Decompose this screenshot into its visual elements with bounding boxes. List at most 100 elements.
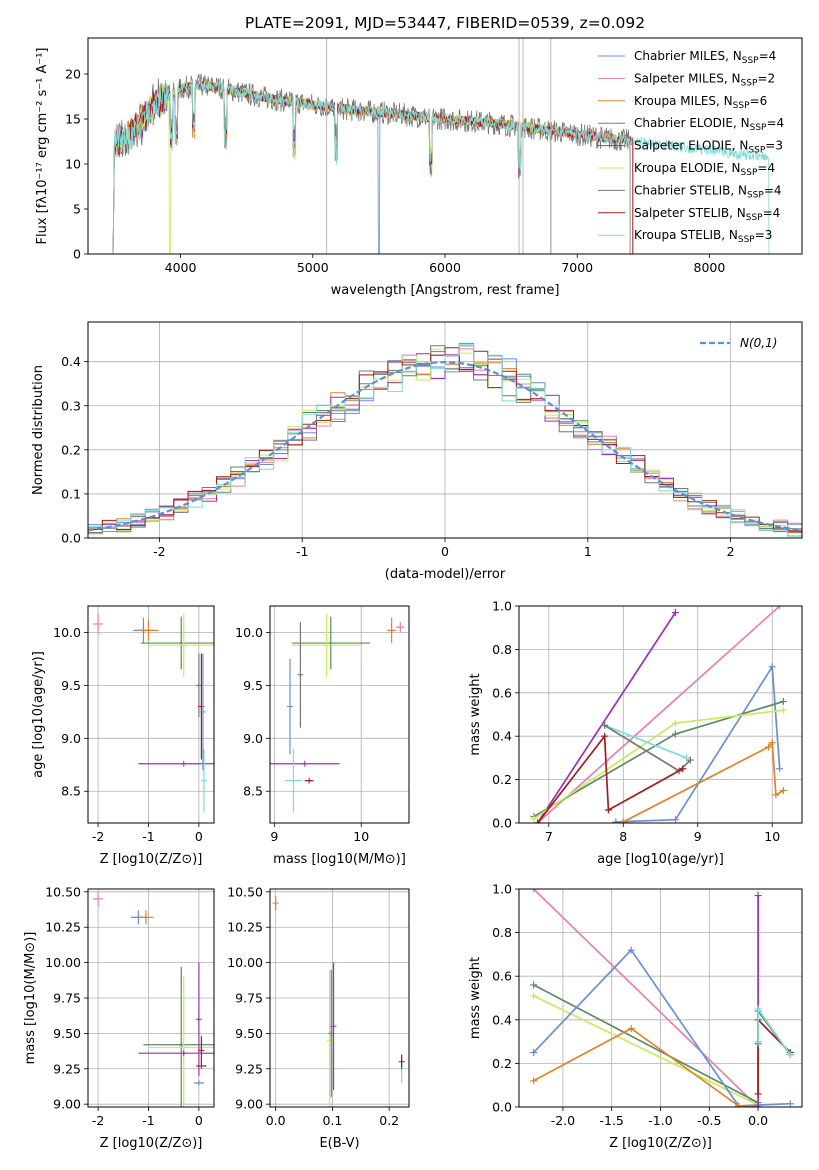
data-point — [323, 642, 330, 649]
y-tick-label: 1.0 — [492, 599, 512, 614]
x-tick-label: -2.0 — [551, 1113, 575, 1128]
y-tick-label: 1.0 — [492, 882, 512, 897]
legend-val: =6 — [750, 94, 768, 108]
legend-label: Chabrier STELIB, NSSP=4 — [634, 183, 782, 200]
weight-marker — [530, 889, 538, 893]
legend-sub: SSP — [748, 146, 765, 156]
y-tick-label: 10.50 — [227, 884, 263, 899]
data-point — [142, 914, 149, 921]
weight_vs_Z-plot — [530, 889, 794, 1107]
spectrum-line-8 — [112, 78, 770, 254]
data-point — [180, 760, 187, 767]
y-tick-label: 10.0 — [235, 625, 263, 640]
mass_vs_Z-plot — [93, 891, 214, 1107]
legend-sub: SSP — [741, 168, 758, 178]
x-axis-label: Z [log10(Z/Z⊙)] — [100, 852, 203, 867]
y-axis-label: mass [log10(M/M⊙)] — [23, 932, 38, 1065]
x-axis-label: E(B-V) — [319, 1136, 359, 1151]
weight-line-0 — [533, 889, 759, 1107]
y-tick-label: 0.4 — [492, 729, 512, 744]
y-tick-label: 9.50 — [235, 1026, 263, 1041]
x-tick-label: 0.1 — [322, 1113, 342, 1128]
legend-val: =3 — [765, 139, 783, 153]
weight-marker — [530, 815, 538, 823]
mass_vs_Z-axes: -2 -1 0 9.00 9.25 9.50 9.75 10.00 10.25 10.50 Z [l… — [23, 884, 215, 1151]
data-point — [272, 900, 279, 907]
data-point — [388, 627, 395, 634]
weight-marker — [768, 739, 776, 747]
weight-marker — [627, 1025, 635, 1033]
weight-marker — [754, 892, 762, 900]
x-tick-label: 10 — [353, 829, 369, 844]
weight-marker — [772, 791, 780, 799]
weight-marker — [779, 786, 787, 794]
x-tick-label: -1 — [142, 1113, 154, 1128]
data-point — [290, 777, 297, 784]
y-tick-label: 0 — [73, 247, 81, 262]
spectrum-plot — [112, 38, 770, 254]
y-tick-label: 9.00 — [53, 1097, 81, 1112]
data-point — [95, 895, 102, 902]
y-tick-label: 0.2 — [61, 442, 81, 457]
y-tick-label: 9.00 — [235, 1097, 263, 1112]
weight-marker — [754, 1103, 762, 1107]
x-tick-label: 0 — [195, 1113, 203, 1128]
y-tick-label: 0.2 — [492, 772, 512, 787]
legend-sub: SSP — [733, 101, 750, 111]
legend-sub: SSP — [741, 78, 758, 88]
x-tick-label: 8000 — [694, 260, 726, 275]
weight-marker — [601, 732, 609, 740]
legend-val: =4 — [759, 49, 777, 63]
weight-marker — [671, 609, 679, 617]
y-tick-label: 15 — [65, 112, 81, 127]
age_vs_Z-axes: -2 -1 0 8.5 9.0 9.5 10.0 Z [log10(Z/Z⊙)] age [lo… — [31, 605, 215, 867]
y-axis-label: mass weight — [468, 957, 483, 1039]
spectrum-axes: 4000 5000 6000 7000 8000 0 5 10 15 20 wavelength [… — [35, 14, 803, 298]
weight-marker — [530, 1077, 538, 1085]
y-tick-label: 0.8 — [492, 642, 512, 657]
weight-line-2 — [615, 664, 781, 823]
weight-line-5 — [604, 724, 687, 759]
data-point — [200, 777, 207, 784]
weight-marker — [735, 1102, 743, 1107]
y-tick-label: 0.0 — [61, 531, 81, 546]
y-tick-label: 9.25 — [53, 1061, 81, 1076]
y-tick-label: 9.25 — [235, 1061, 263, 1076]
y-tick-label: 9.75 — [53, 991, 81, 1006]
legend-sub: SSP — [747, 190, 764, 200]
y-tick-label: 8.5 — [61, 784, 81, 799]
residuals-axes: -2 -1 0 1 2 0.0 0.1 0.2 0.3 0.4 (data-model)/error… — [31, 321, 803, 582]
weight-marker — [671, 730, 679, 738]
y-tick-label: 10.00 — [45, 955, 81, 970]
legend-val: =4 — [763, 206, 781, 220]
y-tick-label: 0.1 — [61, 486, 81, 501]
x-tick-label: -2 — [92, 829, 104, 844]
axes-frame — [518, 605, 803, 824]
x-tick-label: 8 — [619, 829, 627, 844]
data-point — [145, 627, 152, 634]
weight-marker — [530, 981, 538, 989]
y-tick-label: 9.0 — [243, 731, 263, 746]
legend-label: Kroupa ELODIE, NSSP=4 — [634, 161, 775, 178]
y-tick-label: 9.5 — [243, 678, 263, 693]
weight-marker — [530, 1049, 538, 1056]
y-tick-label: 0.6 — [492, 969, 512, 984]
weight_vs_Z-axes: -2.0 -1.5 -1.0 -0.5 0.0 0.0 0.2 0.4 0.6 0.8 1.0 Z [… — [468, 882, 803, 1151]
x-tick-label: -1.5 — [600, 1113, 624, 1128]
normal-curve — [88, 360, 802, 532]
legend-val: =4 — [757, 161, 775, 175]
y-axis-label: mass weight — [468, 673, 483, 755]
data-point — [297, 671, 304, 678]
weight-marker — [786, 1051, 794, 1059]
weight-marker — [779, 697, 787, 705]
weight-marker — [627, 946, 635, 954]
y-tick-label: 0.3 — [61, 398, 81, 413]
x-axis-label: Z [log10(Z/Z⊙)] — [609, 1136, 712, 1151]
data-point — [198, 1062, 205, 1069]
axes-frame — [518, 888, 803, 1108]
mass_vs_ebv-axes: 0.0 0.1 0.2 9.00 9.25 9.50 9.75 10.00 10.25 10.50… — [227, 884, 410, 1151]
axes-frame — [87, 37, 803, 255]
data-point — [286, 703, 293, 710]
residuals-plot — [88, 342, 802, 538]
data-point — [199, 708, 206, 715]
